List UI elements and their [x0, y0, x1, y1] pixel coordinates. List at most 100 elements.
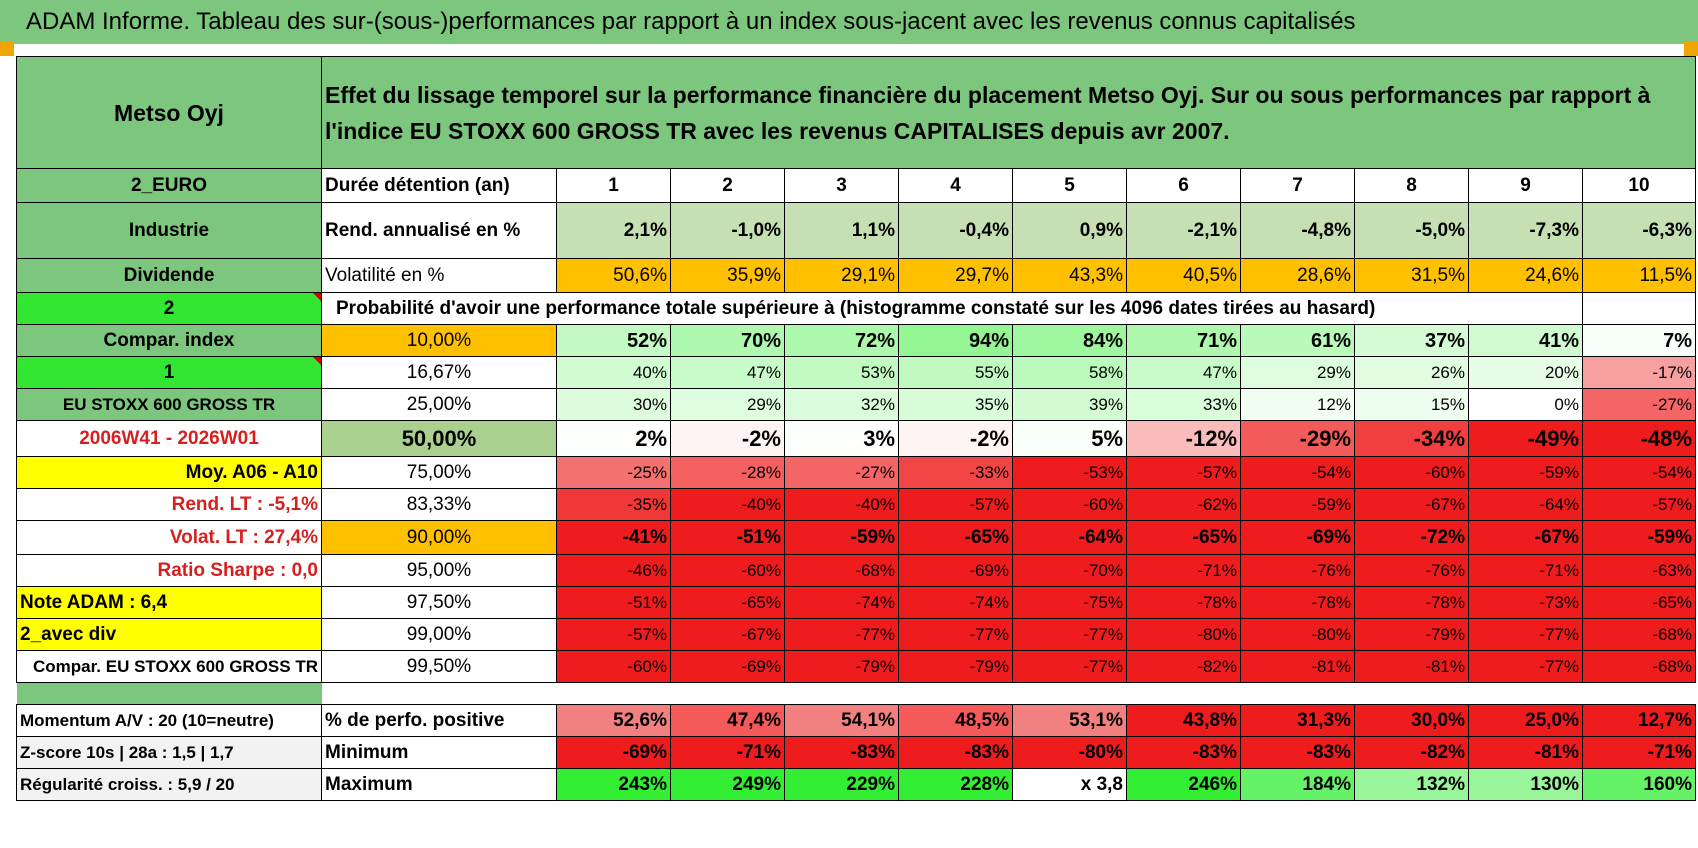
- probability-cell: -75%: [1012, 586, 1127, 619]
- probability-cell: -79%: [784, 650, 899, 683]
- probability-cell: -80%: [1126, 618, 1241, 651]
- threshold-cell: 25,00%: [321, 388, 557, 421]
- volatility-cell: 40,5%: [1126, 258, 1241, 293]
- statistics-row: Z-score 10s | 28a : 1,5 | 1,7 Minimum -69%…: [16, 736, 1696, 769]
- probability-cell: -81%: [1354, 650, 1469, 683]
- probability-row: Moy. A06 - A10 75,00% -25% -28% -27% -33% -53%…: [16, 456, 1696, 489]
- probability-cell: 12%: [1240, 388, 1355, 421]
- probability-cell: -49%: [1468, 420, 1583, 457]
- probability-cell: -2%: [670, 420, 785, 457]
- annual-return-cell: -4,8%: [1240, 202, 1355, 259]
- threshold-cell: 90,00%: [321, 520, 557, 555]
- volatility-cell: 29,1%: [784, 258, 899, 293]
- probability-cell: -68%: [1582, 650, 1696, 683]
- probability-cell: -62%: [1126, 488, 1241, 521]
- probability-cell: -69%: [1240, 520, 1355, 555]
- statistics-cell: -80%: [1012, 736, 1127, 769]
- probability-cell: -72%: [1354, 520, 1469, 555]
- sector-label: Industrie: [16, 202, 322, 259]
- probability-cell: -51%: [556, 586, 671, 619]
- probability-cell: -27%: [784, 456, 899, 489]
- statistics-cell: -69%: [556, 736, 671, 769]
- probability-cell: -48%: [1582, 420, 1696, 457]
- probability-title: Probabilité d'avoir une performance tota…: [321, 292, 1583, 325]
- probability-cell: 15%: [1354, 388, 1469, 421]
- statistics-cell: 30,0%: [1354, 704, 1469, 737]
- probability-cell: -12%: [1126, 420, 1241, 457]
- annual-return-label: Rend. annualisé en %: [321, 202, 557, 259]
- volatility-cell: 24,6%: [1468, 258, 1583, 293]
- volatility-label: Volatilité en %: [321, 258, 557, 293]
- probability-cell: 29%: [1240, 356, 1355, 389]
- volatility-cell: 28,6%: [1240, 258, 1355, 293]
- statistics-cell: 243%: [556, 768, 671, 801]
- probability-cell: -59%: [784, 520, 899, 555]
- probability-cell: 30%: [556, 388, 671, 421]
- probability-row: 1 16,67% 40% 47% 53% 55% 58% 47% 29% 26% 20% -17%: [16, 356, 1696, 389]
- probability-cell: 71%: [1126, 324, 1241, 357]
- probability-cell: 72%: [784, 324, 899, 357]
- statistics-cell: 160%: [1582, 768, 1696, 801]
- table-title: Effet du lissage temporel sur la perform…: [321, 56, 1696, 169]
- probability-cell: -40%: [670, 488, 785, 521]
- threshold-cell: 75,00%: [321, 456, 557, 489]
- dividend-label: Dividende: [16, 258, 322, 293]
- probability-cell: -65%: [898, 520, 1013, 555]
- statistics-row: Momentum A/V : 20 (10=neutre)% de perfo.…: [16, 704, 1696, 737]
- period-label: 2006W41 - 2026W01: [16, 420, 322, 457]
- probability-cell: -40%: [784, 488, 899, 521]
- statistics-cell: 31,3%: [1240, 704, 1355, 737]
- probability-cell: 40%: [556, 356, 671, 389]
- probability-cell: -69%: [898, 554, 1013, 587]
- threshold-cell: 83,33%: [321, 488, 557, 521]
- annual-return-cell: -0,4%: [898, 202, 1013, 259]
- probability-rows: Compar. index 10,00% 52% 70% 72% 94% 84% 71% 61%…: [16, 324, 1696, 683]
- with-dividend-label: 2_avec div: [16, 618, 322, 651]
- volatility-cell: 35,9%: [670, 258, 785, 293]
- statistics-label: % de perfo. positive: [321, 704, 557, 737]
- annual-return-cell: 0,9%: [1012, 202, 1127, 259]
- probability-row: 2_avec div 99,00% -57% -67% -77% -77% -77% -80%…: [16, 618, 1696, 651]
- threshold-cell: 99,50%: [321, 650, 557, 683]
- volatility-cell: 43,3%: [1012, 258, 1127, 293]
- probability-cell: -76%: [1240, 554, 1355, 587]
- threshold-cell: 95,00%: [321, 554, 557, 587]
- flag-cell-a: 2: [16, 292, 322, 325]
- year-header: 7: [1240, 168, 1355, 203]
- statistics-cell: -83%: [784, 736, 899, 769]
- probability-cell: -79%: [898, 650, 1013, 683]
- probability-cell: 70%: [670, 324, 785, 357]
- performance-table: Metso Oyj Effet du lissage temporel sur …: [16, 56, 1696, 801]
- index-name-label: EU STOXX 600 GROSS TR: [16, 388, 322, 421]
- probability-cell: -41%: [556, 520, 671, 555]
- probability-cell: 0%: [1468, 388, 1583, 421]
- statistics-cell: 229%: [784, 768, 899, 801]
- probability-cell: 7%: [1582, 324, 1696, 357]
- statistics-cell: 47,4%: [670, 704, 785, 737]
- probability-cell: 52%: [556, 324, 671, 357]
- probability-row: Compar. index 10,00% 52% 70% 72% 94% 84% 71% 61%…: [16, 324, 1696, 357]
- long-term-volatility-label: Volat. LT : 27,4%: [16, 520, 322, 555]
- year-header: 4: [898, 168, 1013, 203]
- probability-cell: -28%: [670, 456, 785, 489]
- statistics-cell: 25,0%: [1468, 704, 1583, 737]
- probability-cell: -57%: [1582, 488, 1696, 521]
- spacer-cell: [322, 683, 1696, 705]
- probability-cell: -65%: [670, 586, 785, 619]
- probability-cell: -57%: [898, 488, 1013, 521]
- annual-return-cell: 1,1%: [784, 202, 899, 259]
- flag-cell-b: 1: [16, 356, 322, 389]
- probability-row: Ratio Sharpe : 0,0 95,00% -46% -60% -68% -69%…: [16, 554, 1696, 587]
- probability-cell: -27%: [1582, 388, 1696, 421]
- report-banner: ADAM Informe. Tableau des sur-(sous-)per…: [0, 0, 1698, 44]
- average-label: Moy. A06 - A10: [16, 456, 322, 489]
- probability-cell: -60%: [556, 650, 671, 683]
- probability-cell: -60%: [1354, 456, 1469, 489]
- statistics-cell: 52,6%: [556, 704, 671, 737]
- probability-cell: -74%: [898, 586, 1013, 619]
- stock-name: Metso Oyj: [16, 56, 322, 169]
- probability-cell: 84%: [1012, 324, 1127, 357]
- probability-cell: -63%: [1582, 554, 1696, 587]
- probability-cell: -77%: [784, 618, 899, 651]
- probability-cell: -77%: [1468, 618, 1583, 651]
